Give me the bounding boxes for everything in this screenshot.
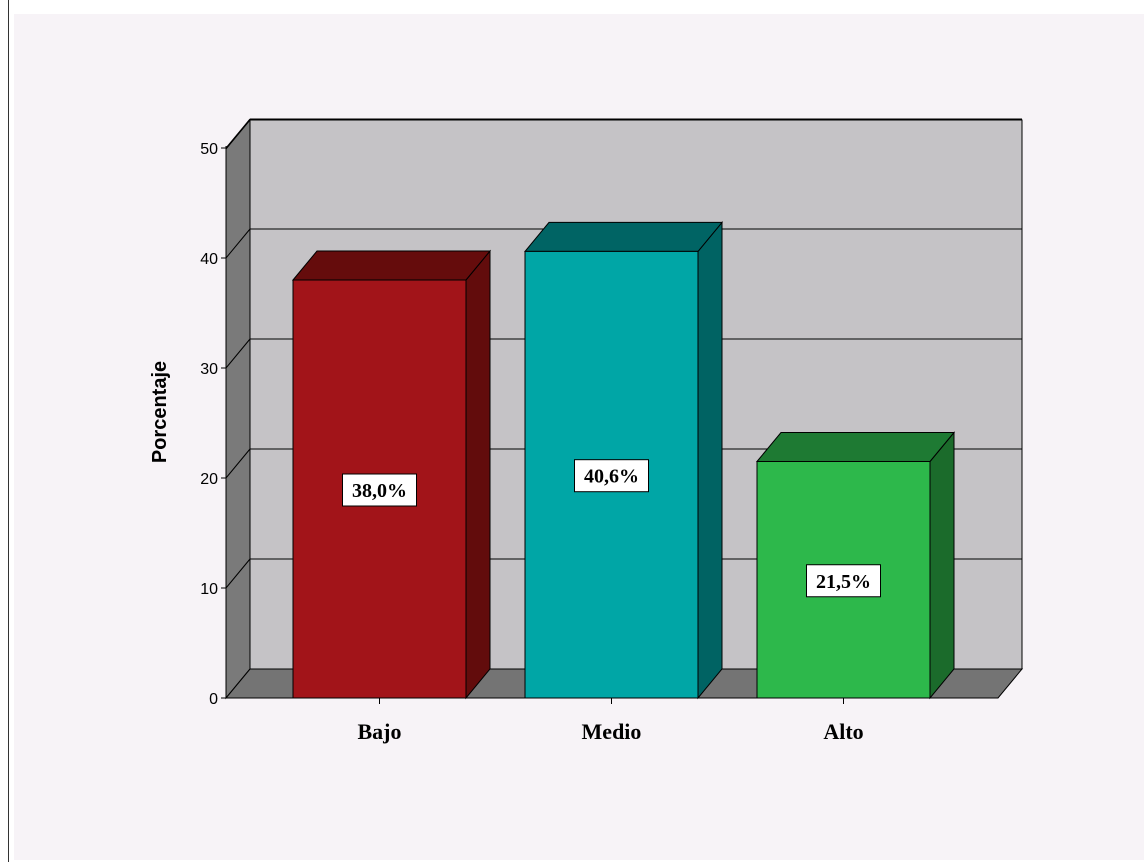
x-tick-label: Alto bbox=[823, 719, 863, 744]
bar-side bbox=[697, 221, 723, 700]
gridline-side bbox=[225, 448, 251, 479]
left-border-line bbox=[8, 0, 9, 862]
x-axis-labels: Bajo Medio Alto bbox=[358, 698, 864, 744]
bar-bajo: 38,0% bbox=[291, 249, 492, 700]
y-axis: 0 10 20 30 40 50 bbox=[200, 141, 227, 708]
bar-alto: 21,5% bbox=[755, 431, 956, 700]
data-label-box bbox=[574, 459, 649, 493]
y-tick-label: 10 bbox=[200, 581, 218, 598]
bar-top bbox=[755, 432, 956, 462]
data-label: 40,6% bbox=[584, 466, 639, 488]
bar-medio: 40,6% bbox=[523, 221, 724, 700]
gridline-side bbox=[225, 228, 251, 259]
y-tick-label: 30 bbox=[200, 361, 218, 378]
side-wall bbox=[225, 118, 251, 700]
y-tick-label: 20 bbox=[200, 471, 218, 488]
y-tick-label: 40 bbox=[200, 251, 218, 268]
x-tick-label: Medio bbox=[582, 719, 642, 744]
data-label: 38,0% bbox=[352, 480, 407, 502]
data-label-box bbox=[806, 564, 881, 598]
x-tick-label: Bajo bbox=[358, 719, 402, 744]
y-tick-label: 0 bbox=[209, 691, 218, 708]
bar-side bbox=[929, 431, 955, 700]
data-label: 21,5% bbox=[816, 571, 871, 593]
gridline-side bbox=[225, 558, 251, 589]
gridline-side bbox=[225, 338, 251, 369]
bar-top bbox=[291, 250, 492, 281]
bars: 38,0% 40,6% 21,5% bbox=[291, 221, 956, 700]
data-label-box bbox=[342, 473, 417, 507]
bar-top bbox=[523, 221, 724, 252]
gridline-side bbox=[225, 118, 251, 149]
y-axis-title: Porcentaje bbox=[149, 361, 171, 463]
bar-side bbox=[465, 249, 491, 700]
y-tick-label: 50 bbox=[200, 141, 218, 158]
